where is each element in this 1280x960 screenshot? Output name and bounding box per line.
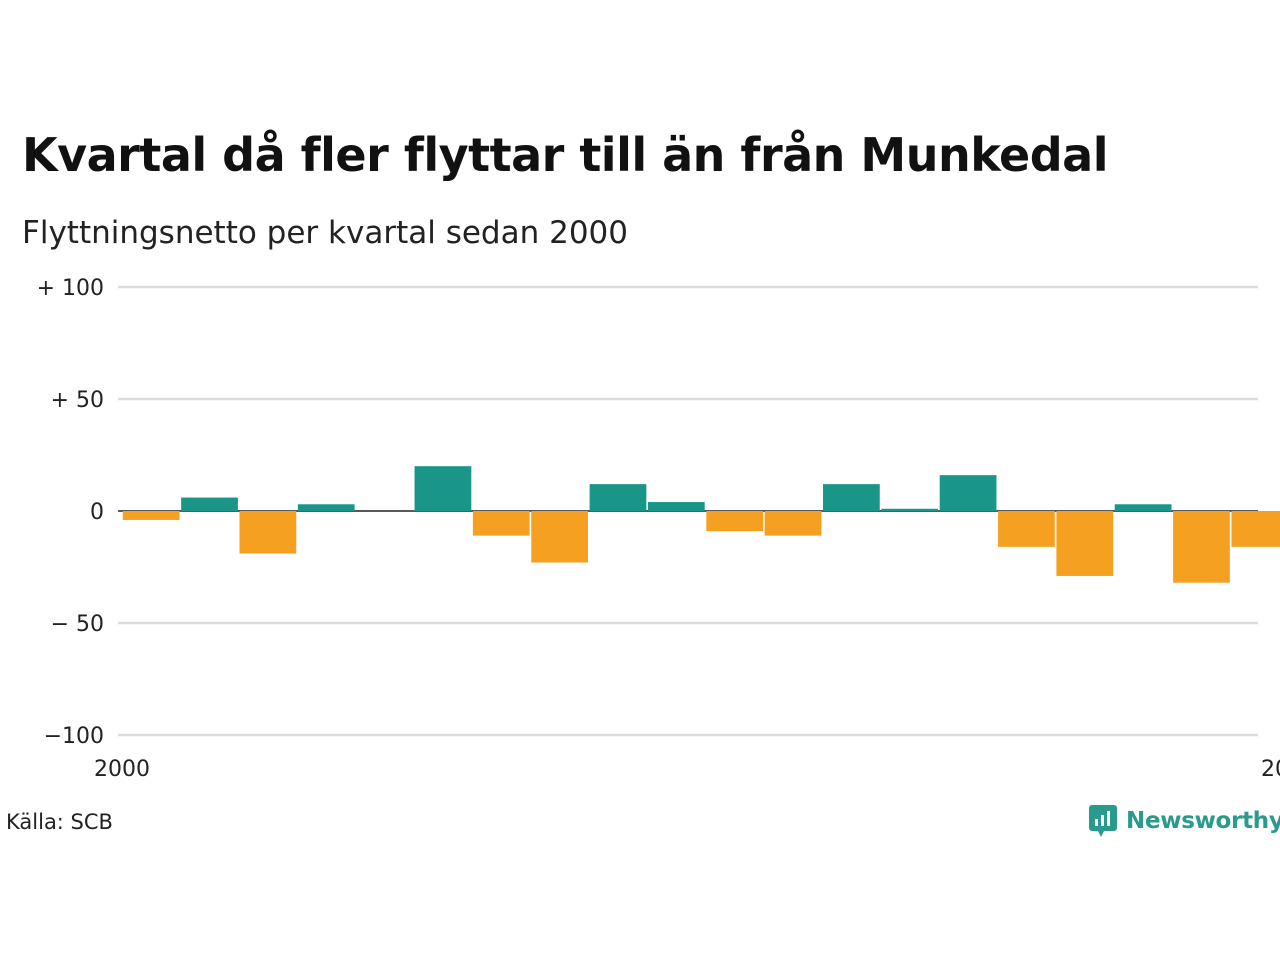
y-tick-label: + 50 bbox=[51, 388, 104, 413]
y-tick-label: − 50 bbox=[51, 612, 104, 637]
bar bbox=[939, 475, 997, 511]
bars bbox=[122, 466, 1280, 583]
bar bbox=[881, 508, 939, 511]
bar bbox=[706, 511, 764, 532]
newsworthy-chat-chart-icon bbox=[1089, 805, 1117, 837]
chart-subtitle: Flyttningsnetto per kvartal sedan 2000 bbox=[22, 215, 628, 251]
newsworthy-logo[interactable]: Newsworthy bbox=[1088, 804, 1280, 838]
y-tick-label: −100 bbox=[44, 724, 104, 749]
bar bbox=[1173, 511, 1230, 583]
bar bbox=[998, 511, 1055, 547]
y-tick-label: 0 bbox=[90, 500, 104, 525]
bar bbox=[589, 484, 647, 511]
y-tick-label: + 100 bbox=[37, 276, 104, 301]
bar bbox=[531, 511, 588, 563]
bar bbox=[1231, 511, 1280, 547]
bar bbox=[1114, 504, 1172, 511]
brand-name: Newsworthy bbox=[1126, 808, 1280, 834]
bar bbox=[414, 466, 472, 511]
bar bbox=[647, 502, 705, 511]
bar bbox=[823, 484, 880, 511]
source-note: Källa: SCB bbox=[6, 810, 113, 834]
chart-title: Kvartal då fler flyttar till än från Mun… bbox=[22, 128, 1109, 182]
bar bbox=[1056, 511, 1114, 576]
axis-labels: + 100+ 500− 50−10020002005201020152020 bbox=[37, 276, 1280, 782]
bar bbox=[239, 511, 297, 554]
bar bbox=[297, 504, 355, 511]
x-tick-label: 2005 bbox=[1261, 757, 1280, 782]
bar bbox=[181, 497, 238, 511]
x-tick-label: 2000 bbox=[94, 757, 150, 782]
bar bbox=[472, 511, 530, 536]
bar bbox=[122, 511, 180, 520]
bar bbox=[764, 511, 822, 536]
